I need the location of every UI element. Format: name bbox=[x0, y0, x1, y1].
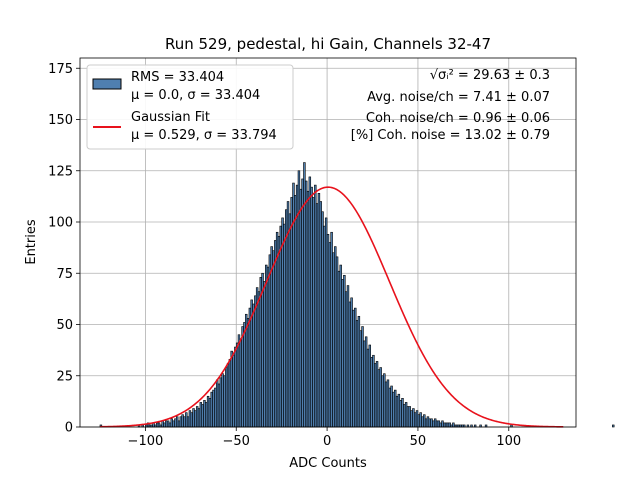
x-axis-ticks: −100 −50 0 50 100 bbox=[128, 427, 521, 449]
legend-histogram-sublabel: μ = 0.0, σ = 33.404 bbox=[131, 88, 260, 103]
annotation-coh-noise: Coh. noise/ch = 0.96 ± 0.06 bbox=[366, 111, 550, 126]
legend-fit-sublabel: μ = 0.529, σ = 33.794 bbox=[131, 128, 277, 143]
annotation-coh-noise-percent: [%] Coh. noise = 13.02 ± 0.79 bbox=[351, 128, 550, 143]
histogram-bar bbox=[612, 424, 615, 428]
x-tick-label: −50 bbox=[223, 434, 250, 449]
x-tick-label: 0 bbox=[323, 434, 331, 449]
x-tick-label: 100 bbox=[496, 434, 521, 449]
y-tick-label: 125 bbox=[48, 164, 73, 179]
y-tick-label: 0 bbox=[65, 421, 73, 436]
gaussian-fit-line bbox=[99, 186, 564, 428]
y-tick-label: 25 bbox=[56, 369, 73, 384]
y-tick-label: 150 bbox=[48, 113, 73, 128]
axes-frame bbox=[79, 57, 577, 428]
legend: RMS = 33.404 μ = 0.0, σ = 33.404 Gaussia… bbox=[86, 64, 294, 150]
y-tick-label: 100 bbox=[48, 216, 73, 231]
y-tick-label: 50 bbox=[56, 318, 73, 333]
y-tick-label: 75 bbox=[56, 267, 73, 282]
annotation-avg-noise: Avg. noise/ch = 7.41 ± 0.07 bbox=[367, 90, 550, 105]
legend-histogram-swatch bbox=[92, 78, 122, 90]
histogram-bars bbox=[99, 162, 615, 428]
y-tick-label: 175 bbox=[48, 62, 73, 77]
chart-title: Run 529, pedestal, hi Gain, Channels 32-… bbox=[165, 35, 491, 53]
x-tick-label: 50 bbox=[410, 434, 427, 449]
legend-box bbox=[86, 64, 294, 150]
x-tick-label: −100 bbox=[128, 434, 164, 449]
annotation-sigma: √σᵢ² = 29.63 ± 0.3 bbox=[430, 68, 550, 83]
y-axis-label: Entries bbox=[24, 219, 39, 265]
noise-annotations: √σᵢ² = 29.63 ± 0.3 Avg. noise/ch = 7.41 … bbox=[351, 68, 550, 143]
legend-histogram-label: RMS = 33.404 bbox=[131, 70, 224, 85]
legend-fit-label: Gaussian Fit bbox=[131, 110, 210, 125]
x-axis-label: ADC Counts bbox=[289, 456, 367, 471]
y-axis-ticks: 0 25 50 75 100 125 150 175 bbox=[48, 62, 80, 436]
